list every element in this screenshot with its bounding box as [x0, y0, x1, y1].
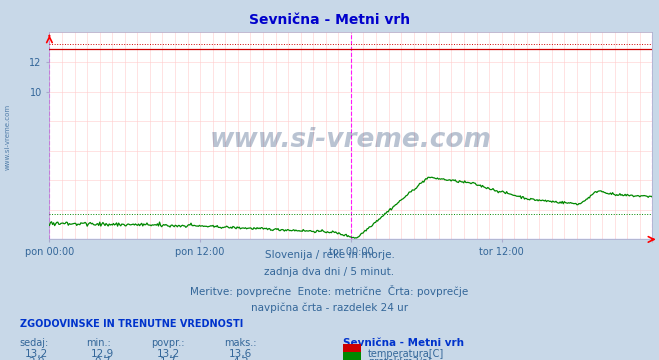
Text: maks.:: maks.:	[224, 338, 256, 348]
Text: pretok[m3/s]: pretok[m3/s]	[368, 357, 431, 360]
Text: 0,7: 0,7	[94, 357, 111, 360]
Text: 13,2: 13,2	[24, 349, 48, 359]
Text: www.si-vreme.com: www.si-vreme.com	[210, 127, 492, 153]
Text: Meritve: povprečne  Enote: metrične  Črta: povprečje: Meritve: povprečne Enote: metrične Črta:…	[190, 285, 469, 297]
Text: ZGODOVINSKE IN TRENUTNE VREDNOSTI: ZGODOVINSKE IN TRENUTNE VREDNOSTI	[20, 319, 243, 329]
Text: temperatura[C]: temperatura[C]	[368, 349, 444, 359]
Text: Slovenija / reke in morje.: Slovenija / reke in morje.	[264, 250, 395, 260]
Text: zadnja dva dni / 5 minut.: zadnja dva dni / 5 minut.	[264, 267, 395, 278]
Text: 13,2: 13,2	[156, 349, 180, 359]
Text: povpr.:: povpr.:	[152, 338, 185, 348]
Text: Sevnična - Metni vrh: Sevnična - Metni vrh	[249, 13, 410, 27]
Text: 2,9: 2,9	[28, 357, 45, 360]
Text: 4,2: 4,2	[232, 357, 249, 360]
Text: Sevnična - Metni vrh: Sevnična - Metni vrh	[343, 338, 464, 348]
Text: www.si-vreme.com: www.si-vreme.com	[5, 104, 11, 170]
Text: 13,6: 13,6	[229, 349, 252, 359]
Text: 12,9: 12,9	[90, 349, 114, 359]
Text: min.:: min.:	[86, 338, 111, 348]
Text: 1,7: 1,7	[159, 357, 177, 360]
Text: sedaj:: sedaj:	[20, 338, 49, 348]
Text: navpična črta - razdelek 24 ur: navpična črta - razdelek 24 ur	[251, 302, 408, 312]
